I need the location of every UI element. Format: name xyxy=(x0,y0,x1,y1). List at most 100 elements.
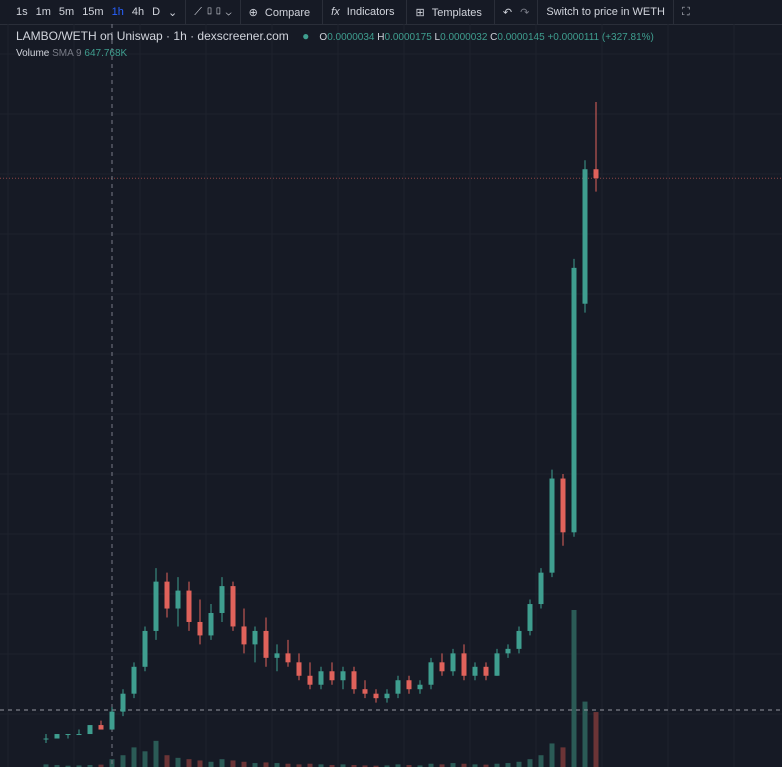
volume-bar xyxy=(54,765,60,767)
c-key: C xyxy=(490,32,498,43)
candle-body xyxy=(571,267,577,533)
volume-bar xyxy=(142,751,148,767)
redo[interactable]: ↷ xyxy=(520,6,530,19)
indicators-label: Indicators xyxy=(346,6,395,18)
volume-bar xyxy=(65,765,71,767)
candle-body xyxy=(362,689,368,694)
candle-body xyxy=(153,581,159,631)
volume-bar xyxy=(483,764,489,767)
volume-bar xyxy=(417,765,423,767)
toolbar: 1s 1m 5m 15m 1h 4h D ⌄ ⟋ ▯▯ ⌄ ⊕ Compare fx Indicat… xyxy=(0,0,782,25)
interval-button[interactable]: 1m xyxy=(35,6,51,18)
volume-bar xyxy=(362,765,368,767)
undo[interactable]: ↶ xyxy=(502,6,513,19)
candle-body xyxy=(98,725,104,730)
interval-button[interactable]: 15m xyxy=(82,6,104,18)
interval-button[interactable]: 1s xyxy=(16,6,28,18)
candle-body xyxy=(197,621,203,636)
candle-body xyxy=(175,590,181,609)
volume-bar xyxy=(76,765,82,767)
interval-button[interactable]: 5m xyxy=(58,6,75,18)
interval-button[interactable]: D xyxy=(152,6,161,18)
candle-body xyxy=(329,671,335,681)
candle-body xyxy=(395,680,401,694)
candle-body xyxy=(560,478,566,533)
candle-body xyxy=(505,648,511,654)
volume-bar xyxy=(516,761,522,767)
volume-bar xyxy=(219,759,225,767)
interval: 1h xyxy=(173,29,187,43)
compare[interactable]: ⊕ Compare xyxy=(245,6,319,19)
volume-bar xyxy=(582,701,588,767)
volume-bar xyxy=(164,755,170,767)
volume-bar xyxy=(153,740,159,767)
volume-bar xyxy=(593,712,599,767)
candle-body xyxy=(582,169,588,304)
candle-body xyxy=(461,653,467,676)
candle-body xyxy=(208,613,214,636)
volume-bar xyxy=(263,762,269,767)
candle-body xyxy=(230,586,236,627)
candle-body xyxy=(142,630,148,667)
volume-bar xyxy=(208,761,214,767)
dropdown[interactable]: ⌄ xyxy=(168,6,178,19)
volume-bar xyxy=(307,763,313,767)
fullscreen[interactable]: ⛶ xyxy=(681,5,690,18)
candle-body xyxy=(472,666,478,676)
candle-body xyxy=(241,626,247,645)
candle-body xyxy=(274,653,280,658)
candle-body xyxy=(549,478,555,573)
candle-body xyxy=(494,653,500,676)
candle-body xyxy=(131,666,137,694)
chart-type[interactable]: ⟋ ▯▯ ⌄ xyxy=(194,5,232,18)
candle-body xyxy=(516,630,522,649)
candle-body xyxy=(65,734,71,736)
interval-button[interactable]: 4h xyxy=(131,6,145,18)
candle-body xyxy=(285,653,291,663)
candle-body xyxy=(351,671,357,690)
candle-body xyxy=(263,630,269,658)
candle-body xyxy=(219,586,225,614)
switch-price[interactable]: Switch to price in WETH xyxy=(546,6,665,18)
volume-legend: Volume SMA 9 647.768K xyxy=(16,48,127,59)
candle-body xyxy=(406,680,412,690)
volume-bar xyxy=(329,765,335,767)
volume-bar xyxy=(549,743,555,767)
change: +0.0000111 (+327.81%) xyxy=(547,32,654,43)
templates-label: Templates xyxy=(431,6,482,19)
candle-body xyxy=(252,630,258,645)
volume-bar xyxy=(296,764,302,767)
volume-bar xyxy=(175,757,181,767)
candle-body xyxy=(43,738,49,740)
volume-bar xyxy=(494,763,500,767)
chart xyxy=(0,24,782,767)
candle-body xyxy=(439,662,445,672)
templates[interactable]: ⊞ Templates xyxy=(411,6,489,19)
h-key: H xyxy=(377,32,385,43)
volume-bar xyxy=(450,763,456,767)
candle-body xyxy=(593,169,599,179)
volume-bar xyxy=(43,764,49,767)
volume-bar xyxy=(351,765,357,767)
pair: LAMBO/WETH on Uniswap xyxy=(16,29,163,43)
candle-body xyxy=(428,662,434,685)
candle-body xyxy=(120,693,126,712)
interval-button[interactable]: 1h xyxy=(111,6,124,18)
intervals: 1s 1m 5m 15m 1h 4h D xyxy=(0,6,164,18)
candle-body xyxy=(76,734,82,736)
volume-bar xyxy=(252,763,258,767)
volume-bar xyxy=(505,763,511,767)
indicators[interactable]: fx Indicators xyxy=(327,6,402,18)
volume-bar xyxy=(87,765,93,767)
o-key: O xyxy=(319,32,328,43)
sma-value: 647.768K xyxy=(84,48,128,59)
volume-bar xyxy=(274,763,280,767)
candle-body xyxy=(186,590,192,622)
legend: LAMBO/WETH on Uniswap · 1h · dexscreener… xyxy=(16,29,654,43)
volume-bar xyxy=(318,764,324,767)
h-value: 0.0000175 xyxy=(384,32,432,43)
volume-bar xyxy=(472,764,478,767)
candle-body xyxy=(538,572,544,605)
volume-bar xyxy=(230,760,236,767)
volume-bar xyxy=(538,755,544,767)
